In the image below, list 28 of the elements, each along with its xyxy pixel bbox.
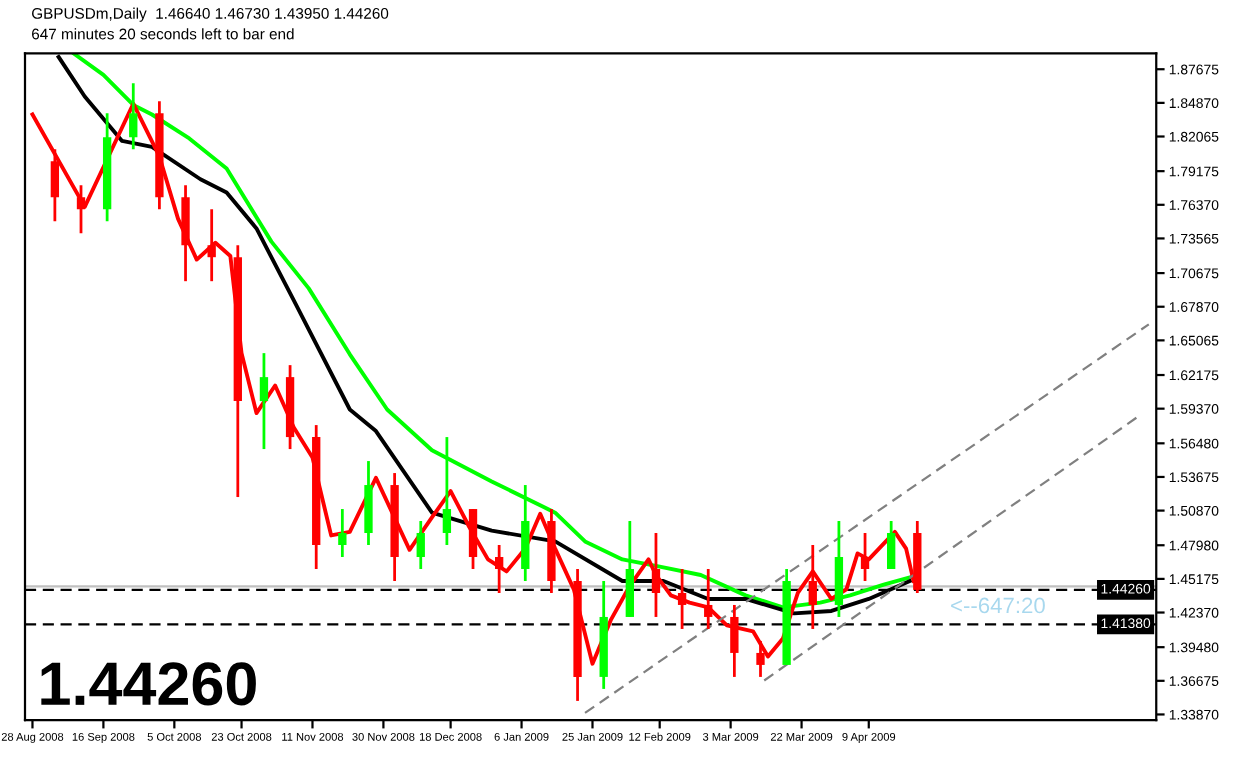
candlestick (259, 351, 269, 451)
candlestick (887, 519, 896, 571)
candlestick (677, 567, 687, 631)
annotation: <--647:20 (951, 597, 1045, 614)
candlestick (233, 243, 242, 499)
candlestick (312, 423, 321, 571)
candlestick (50, 147, 60, 223)
annotation: 1.44260 (41, 662, 256, 706)
candlestick (468, 507, 478, 571)
candlestick (416, 519, 425, 571)
candlestick (181, 183, 190, 283)
candlestick (102, 111, 112, 223)
candlestick (651, 531, 661, 619)
candlestick (390, 471, 399, 583)
candlestick (808, 543, 817, 631)
candlestick (129, 81, 138, 151)
candlestick (704, 567, 713, 631)
candlestick (338, 507, 347, 559)
candlestick (547, 507, 556, 595)
candlestick (207, 207, 216, 283)
candlestick (76, 183, 86, 235)
candlestick (364, 459, 373, 547)
candlestick (285, 363, 295, 451)
candlestick (494, 543, 504, 595)
candlestick (599, 579, 608, 691)
candlestick (860, 531, 870, 583)
candlestick (521, 483, 530, 583)
candlestick (442, 435, 452, 547)
